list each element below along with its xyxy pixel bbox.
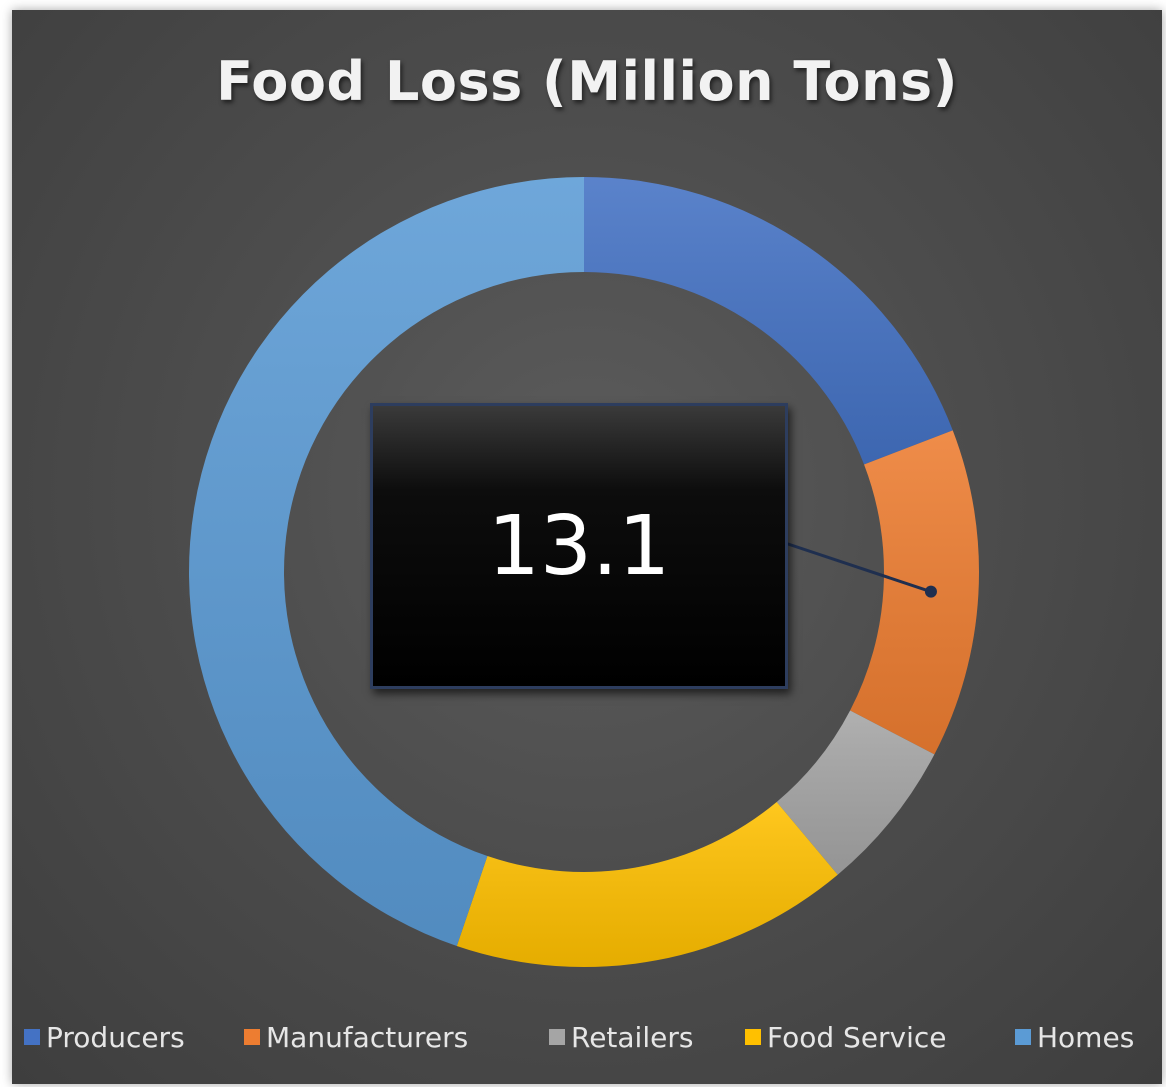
legend-swatch-food-service xyxy=(745,1029,761,1045)
legend-label-manufacturers: Manufacturers xyxy=(266,1020,469,1054)
chart-panel: Food Loss (Million Tons) 13.1 Producers M… xyxy=(12,10,1162,1084)
legend-swatch-retailers xyxy=(549,1029,565,1045)
slice-shading-food-service xyxy=(456,801,838,968)
legend-swatch-producers xyxy=(24,1029,40,1045)
leader-dot xyxy=(924,585,937,598)
legend-item-manufacturers: Manufacturers xyxy=(244,1015,468,1059)
donut-slices xyxy=(188,177,980,968)
data-label-value: 13.1 xyxy=(487,498,671,594)
legend-label-producers: Producers xyxy=(46,1020,185,1054)
slice-shading-producers xyxy=(584,177,953,465)
legend-swatch-homes xyxy=(1015,1029,1031,1045)
legend: Producers Manufacturers Retailers Food Serv… xyxy=(12,1015,1162,1059)
data-label-callout: 13.1 xyxy=(370,403,788,689)
legend-item-food-service: Food Service xyxy=(745,1015,947,1059)
legend-label-homes: Homes xyxy=(1037,1020,1135,1054)
leader-line xyxy=(781,540,932,594)
legend-label-retailers: Retailers xyxy=(571,1020,694,1054)
donut-chart xyxy=(188,177,980,968)
legend-item-producers: Producers xyxy=(24,1015,185,1059)
legend-item-retailers: Retailers xyxy=(549,1015,693,1059)
chart-title: Food Loss (Million Tons) xyxy=(216,50,958,113)
slice-shading-retailers xyxy=(776,710,935,875)
legend-swatch-manufacturers xyxy=(244,1029,260,1045)
legend-item-homes: Homes xyxy=(1015,1015,1134,1059)
slice-shading-manufacturers xyxy=(850,430,980,755)
legend-label-food-service: Food Service xyxy=(767,1020,947,1054)
data-label-leader xyxy=(781,540,937,598)
slice-shading-homes xyxy=(188,177,584,946)
